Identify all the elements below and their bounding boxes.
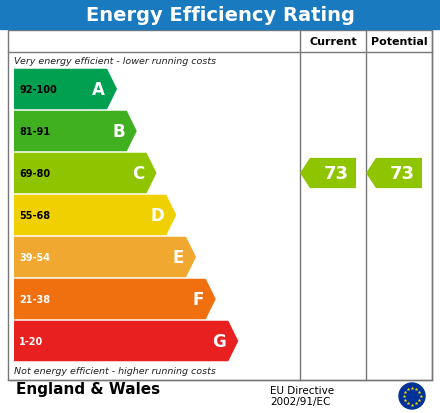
Text: E: E (172, 248, 184, 266)
Bar (8, 31, 432, 380)
Text: Not energy efficient - higher running costs: Not energy efficient - higher running co… (14, 367, 216, 375)
Text: F: F (192, 290, 204, 308)
Text: 39-54: 39-54 (19, 252, 50, 262)
Text: 55-68: 55-68 (19, 211, 50, 221)
Polygon shape (300, 159, 356, 189)
Polygon shape (14, 237, 196, 278)
Text: Very energy efficient - lower running costs: Very energy efficient - lower running co… (14, 56, 216, 65)
Text: EU Directive: EU Directive (270, 385, 334, 395)
Text: 81-91: 81-91 (19, 127, 50, 137)
Text: G: G (213, 332, 226, 350)
Text: 21-38: 21-38 (19, 294, 50, 304)
Polygon shape (366, 159, 422, 189)
Text: 73: 73 (323, 165, 348, 183)
Text: 2002/91/EC: 2002/91/EC (270, 396, 330, 406)
Text: Current: Current (309, 37, 357, 47)
Polygon shape (14, 195, 176, 236)
Text: D: D (150, 206, 164, 224)
Polygon shape (14, 279, 216, 320)
Text: 92-100: 92-100 (19, 85, 57, 95)
Text: England & Wales: England & Wales (16, 381, 160, 396)
Text: 69-80: 69-80 (19, 169, 50, 178)
Text: Energy Efficiency Rating: Energy Efficiency Rating (85, 5, 355, 24)
Polygon shape (14, 69, 117, 110)
Bar (0, 0, 440, 30)
Text: Potential: Potential (370, 37, 427, 47)
Polygon shape (14, 321, 238, 361)
Text: A: A (92, 81, 105, 99)
Text: C: C (132, 165, 144, 183)
Text: B: B (112, 123, 125, 141)
Text: 73: 73 (389, 165, 414, 183)
Polygon shape (14, 153, 157, 194)
Text: 1-20: 1-20 (19, 336, 43, 346)
Polygon shape (14, 112, 137, 152)
Circle shape (399, 383, 425, 409)
